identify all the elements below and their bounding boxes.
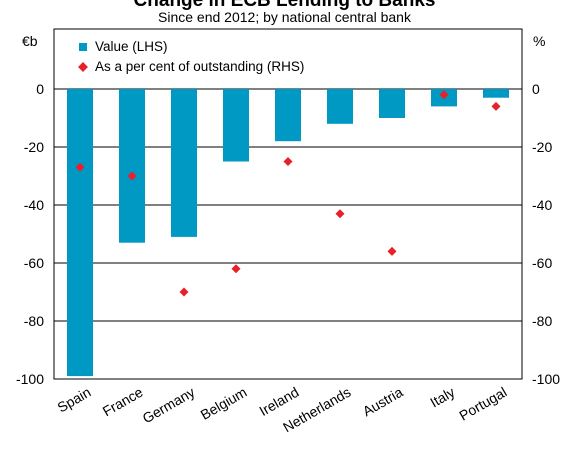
right-tick-label: 0 [532, 81, 540, 97]
legend-bar-swatch [79, 43, 87, 51]
chart-title: Change in ECB Lending to Banks [134, 0, 436, 11]
marker-belgium [231, 264, 241, 274]
marker-germany [179, 287, 189, 297]
bar-austria [379, 89, 405, 118]
category-label: Spain [54, 384, 93, 416]
marker-france [127, 171, 137, 181]
marker-austria [387, 246, 397, 256]
marker-spain [75, 162, 85, 172]
right-tick-label: -100 [532, 371, 560, 387]
bar-netherlands [327, 89, 353, 124]
category-label: Austria [360, 384, 406, 420]
right-tick-label: -20 [532, 139, 552, 155]
legend: Value (LHS) As a per cent of outstanding… [78, 39, 304, 74]
right-axis-unit: % [533, 33, 545, 49]
category-label: Belgium [198, 384, 250, 423]
right-tick-label: -60 [532, 255, 552, 271]
left-tick-label: -40 [24, 197, 44, 213]
marker-portugal [491, 101, 501, 111]
legend-label-value: Value (LHS) [95, 39, 168, 54]
bar-portugal [483, 89, 509, 98]
category-label: France [100, 384, 146, 420]
marker-italy [439, 90, 449, 100]
category-label: Italy [427, 384, 457, 411]
bar-spain [67, 89, 93, 377]
bar-ireland [275, 89, 301, 142]
bar-series [67, 89, 509, 377]
right-tick-label: -40 [532, 197, 552, 213]
marker-series [75, 90, 501, 297]
left-tick-label: -100 [16, 371, 44, 387]
bar-belgium [223, 89, 249, 162]
left-tick-label: -60 [24, 255, 44, 271]
category-label: Germany [140, 384, 198, 427]
plot-frame [53, 28, 523, 380]
bar-france [119, 89, 145, 243]
legend-label-percent: As a per cent of outstanding (RHS) [95, 59, 304, 74]
right-tick-label: -80 [532, 313, 552, 329]
marker-netherlands [335, 209, 345, 219]
left-tick-label: -20 [24, 139, 44, 155]
chart-subtitle: Since end 2012; by national central bank [158, 9, 412, 25]
axis-ticks: 0 0 -20 -20 -40 -40 -60 -60 -80 -80 -100 -100 [16, 81, 560, 387]
marker-ireland [283, 157, 293, 166]
legend-marker-swatch [78, 62, 88, 72]
left-axis-unit: €b [22, 33, 38, 49]
bar-germany [171, 89, 197, 237]
left-tick-label: -80 [24, 313, 44, 329]
category-label: Portugal [456, 384, 509, 424]
left-tick-label: 0 [36, 81, 44, 97]
